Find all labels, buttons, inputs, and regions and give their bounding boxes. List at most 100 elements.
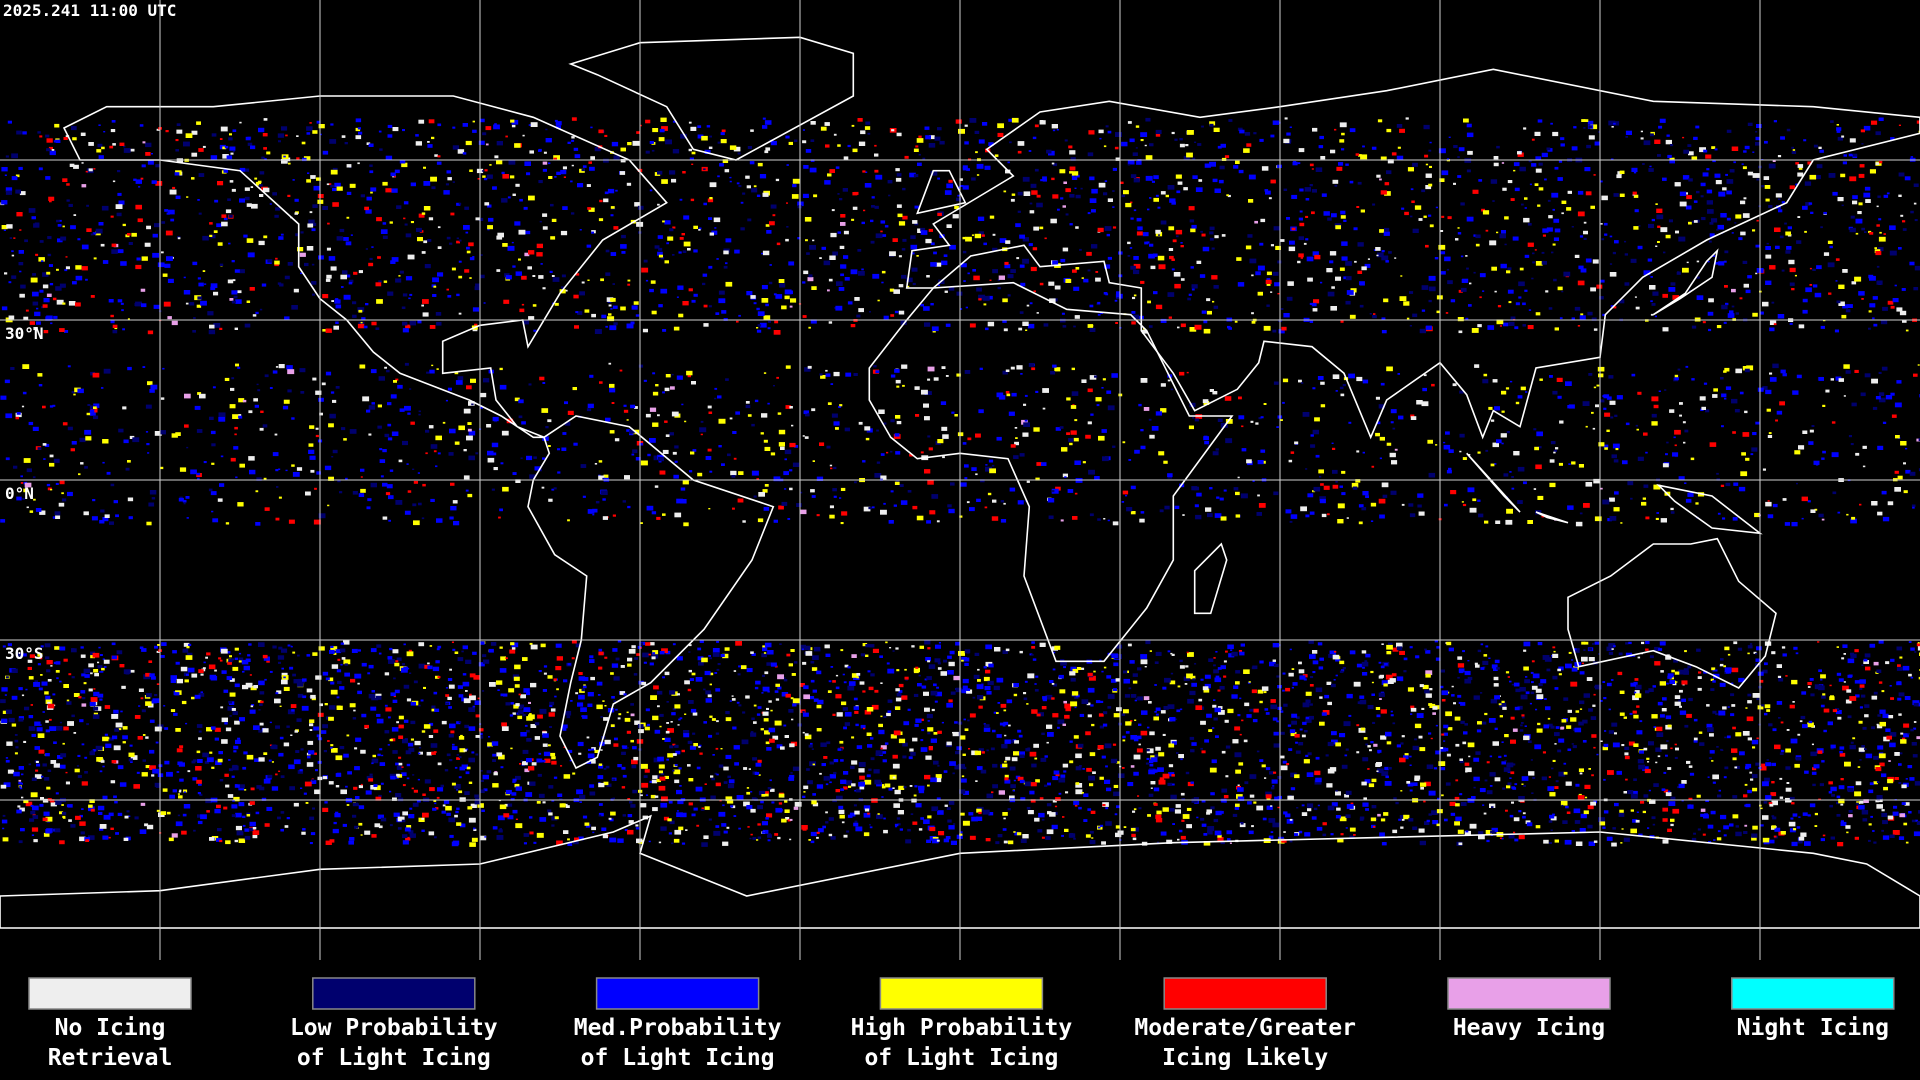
- icing-speck: [672, 451, 677, 455]
- icing-speck: [921, 729, 925, 732]
- icing-speck: [1020, 282, 1026, 287]
- icing-speck: [913, 148, 919, 152]
- icing-speck: [784, 289, 792, 295]
- icing-speck: [1291, 194, 1298, 199]
- icing-speck: [825, 373, 831, 377]
- icing-speck: [1377, 749, 1382, 753]
- icing-speck: [801, 825, 808, 830]
- icing-speck: [1070, 430, 1077, 435]
- icing-speck: [1455, 816, 1462, 822]
- icing-speck: [120, 261, 127, 266]
- icing-speck: [1795, 162, 1799, 165]
- icing-speck: [1107, 130, 1112, 134]
- icing-speck: [1131, 311, 1136, 314]
- icing-speck: [1216, 496, 1220, 499]
- icing-speck: [1101, 841, 1106, 845]
- icing-speck: [1283, 313, 1290, 318]
- icing-speck: [810, 319, 817, 324]
- icing-speck: [1896, 307, 1903, 312]
- icing-speck: [246, 300, 251, 303]
- icing-speck: [1090, 413, 1094, 416]
- icing-speck: [927, 435, 931, 438]
- icing-speck: [118, 200, 125, 205]
- icing-speck: [792, 184, 797, 188]
- icing-speck: [15, 174, 20, 178]
- icing-speck: [1643, 140, 1651, 146]
- icing-speck: [789, 487, 793, 491]
- icing-speck: [678, 313, 684, 318]
- icing-speck: [1443, 444, 1451, 450]
- icing-speck: [1535, 156, 1542, 161]
- icing-speck: [838, 287, 845, 291]
- icing-speck: [937, 127, 942, 131]
- icing-speck: [417, 237, 423, 242]
- icing-speck: [1799, 720, 1803, 723]
- icing-speck: [1669, 159, 1675, 164]
- icing-speck: [789, 305, 793, 308]
- icing-speck: [859, 681, 865, 685]
- icing-speck: [710, 775, 714, 778]
- icing-speck: [577, 311, 583, 315]
- icing-speck: [626, 323, 634, 329]
- icing-speck: [1382, 330, 1386, 333]
- icing-speck: [98, 155, 104, 159]
- icing-speck: [18, 262, 24, 266]
- icing-speck: [296, 467, 303, 471]
- icing-speck: [175, 139, 179, 142]
- icing-speck: [1359, 816, 1365, 820]
- icing-speck: [403, 217, 406, 220]
- icing-speck: [632, 449, 638, 454]
- icing-speck: [794, 445, 799, 448]
- icing-speck: [123, 148, 131, 153]
- icing-speck: [328, 423, 334, 428]
- icing-speck: [1215, 448, 1219, 451]
- icing-speck: [1747, 275, 1752, 279]
- icing-speck: [1541, 515, 1545, 518]
- icing-speck: [192, 261, 198, 266]
- icing-speck: [1529, 183, 1532, 186]
- icing-speck: [778, 802, 783, 805]
- icing-speck: [1310, 434, 1314, 437]
- icing-speck: [75, 275, 83, 281]
- icing-speck: [720, 748, 723, 750]
- icing-speck: [645, 708, 650, 712]
- icing-speck: [738, 314, 741, 317]
- icing-speck: [1409, 755, 1412, 758]
- icing-speck: [916, 138, 924, 143]
- icing-speck: [673, 326, 680, 331]
- icing-speck: [858, 141, 866, 146]
- icing-speck: [1630, 497, 1633, 500]
- icing-speck: [554, 176, 557, 178]
- icing-speck: [1724, 397, 1727, 400]
- icing-speck: [343, 294, 351, 300]
- icing-speck: [1619, 170, 1625, 174]
- icing-speck: [1396, 642, 1403, 648]
- icing-speck: [1801, 517, 1804, 520]
- icing-speck: [1099, 776, 1104, 780]
- icing-speck: [197, 814, 202, 818]
- icing-speck: [542, 457, 546, 460]
- icing-speck: [1903, 462, 1906, 465]
- icing-speck: [716, 720, 719, 723]
- icing-speck: [1577, 211, 1585, 217]
- icing-speck: [117, 249, 124, 254]
- icing-speck: [1791, 150, 1797, 154]
- icing-speck: [701, 807, 705, 810]
- icing-speck: [47, 253, 52, 257]
- icing-speck: [1496, 145, 1500, 149]
- icing-speck: [1107, 198, 1113, 202]
- icing-speck: [358, 270, 363, 274]
- icing-speck: [952, 214, 959, 219]
- icing-speck: [1712, 159, 1716, 163]
- icing-speck: [472, 307, 479, 312]
- icing-speck: [1294, 441, 1299, 445]
- icing-speck: [1148, 253, 1155, 259]
- icing-speck: [387, 124, 393, 128]
- icing-speck: [138, 186, 141, 188]
- icing-speck: [939, 140, 945, 145]
- icing-speck: [249, 469, 256, 475]
- icing-speck: [992, 233, 996, 236]
- icing-speck: [861, 221, 865, 225]
- icing-speck: [448, 706, 452, 709]
- icing-speck: [536, 243, 543, 249]
